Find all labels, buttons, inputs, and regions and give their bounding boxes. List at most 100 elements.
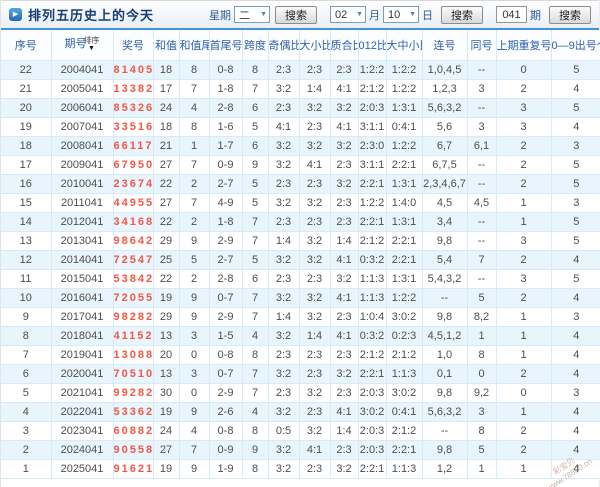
cell: 3:2 <box>329 458 359 479</box>
cell: 4 <box>550 439 600 460</box>
table-row: 22 2004041 81405 18 8 0-8 8 2:3 2:3 2:3 1:2:2 1:2:2… <box>1 59 600 80</box>
cell: -- <box>421 420 468 441</box>
cell: 8 <box>178 116 210 137</box>
cell: 5,6,3,2 <box>421 97 468 118</box>
cell: 8 <box>466 420 497 441</box>
cell: 2:2:1 <box>385 439 423 460</box>
cell: 3 <box>495 97 552 118</box>
cell: 3:1:1 <box>357 116 387 137</box>
week-search-group: 星期 二 ▼ 搜索 <box>206 5 317 24</box>
cell: 16 <box>1 173 52 194</box>
table-header: 序号期号排序▼奖号和值和值尾首尾号跨度奇偶比大小比质合比012比大中小比连号同号… <box>1 30 600 61</box>
cell: 2:3 <box>329 154 359 175</box>
cell: 1:2:2 <box>385 78 423 99</box>
prize-number-cell: 70510 <box>112 363 154 384</box>
cell: 2008041 <box>50 135 114 156</box>
issue-input[interactable] <box>496 6 527 23</box>
cell: 2:0:3 <box>357 97 387 118</box>
table-body: 22 2004041 81405 18 8 0-8 8 2:3 2:3 2:3 1:2:2 1:2:2… <box>1 59 600 479</box>
cell: 1:4:0 <box>385 192 423 213</box>
cell: 2 <box>495 420 552 441</box>
cell: 2005041 <box>50 78 114 99</box>
cell: 27 <box>152 192 180 213</box>
cell: 15 <box>1 192 52 213</box>
sort-toggle[interactable]: 排序 ▼ <box>84 36 100 53</box>
cell: 12 <box>1 249 52 270</box>
cell: 0-7 <box>208 363 243 384</box>
cell: 2 <box>178 268 210 289</box>
cell: 1-8 <box>208 211 243 232</box>
cell: 2:3 <box>329 211 359 232</box>
cell: 2010041 <box>50 173 114 194</box>
month-select[interactable]: 02 ▼ <box>330 6 366 23</box>
week-select[interactable]: 二 ▼ <box>234 6 270 23</box>
column-header-9: 质合比 <box>329 30 359 61</box>
cell: 7 <box>241 382 269 403</box>
cell: 0 <box>178 344 210 365</box>
week-search-button[interactable]: 搜索 <box>275 5 317 24</box>
cell: 2:3 <box>298 211 331 232</box>
cell: 22 <box>152 268 180 289</box>
cell: 3:2 <box>267 192 300 213</box>
cell: 5 <box>550 173 600 194</box>
cell: 4:1 <box>329 401 359 422</box>
prize-number-cell: 98282 <box>112 306 154 327</box>
cell: 1:2:2 <box>385 59 423 80</box>
table-row: 19 2007041 33516 18 8 1-6 5 4:1 2:3 4:1 3:1:1 0:4:1… <box>1 116 600 137</box>
cell: 2015041 <box>50 268 114 289</box>
cell: -- <box>421 287 468 308</box>
cell: 1-9 <box>208 458 243 479</box>
cell: 2:3 <box>298 401 331 422</box>
prize-number-cell: 53842 <box>112 268 154 289</box>
cell: 5 <box>241 192 269 213</box>
cell: -- <box>466 211 497 232</box>
cell: 2024041 <box>50 439 114 460</box>
table-row: 5 2021041 99282 30 0 2-9 7 2:3 3:2 2:3 2:0:3 3:0:2 9… <box>1 382 600 403</box>
issue-search-button[interactable]: 搜索 <box>549 5 591 24</box>
cell: 5 <box>550 154 600 175</box>
cell: 2 <box>495 287 552 308</box>
cell: 2:3 <box>329 306 359 327</box>
cell: 1:3:1 <box>385 173 423 194</box>
issue-label: 期 <box>530 9 541 22</box>
cell: 3:2 <box>298 306 331 327</box>
table-row: 3 2023041 60882 24 4 0-8 8 0:5 3:2 1:4 2:0:3 2:1:2-… <box>1 420 600 441</box>
cell: 3 <box>1 420 52 441</box>
cell: 4:1 <box>329 78 359 99</box>
cell: 5,6,3,2 <box>421 401 468 422</box>
cell: 2:3 <box>267 344 300 365</box>
cell: 2:2:1 <box>357 458 387 479</box>
cell: 5 <box>241 116 269 137</box>
prize-number-cell: 72055 <box>112 287 154 308</box>
day-select[interactable]: 10 ▼ <box>383 6 419 23</box>
cell: 3:2 <box>298 420 331 441</box>
cell: 3:0:2 <box>357 401 387 422</box>
prize-number-cell: 91621 <box>112 458 154 479</box>
cell: 4:1 <box>298 154 331 175</box>
cell: 3:2 <box>267 135 300 156</box>
column-header-5: 首尾号 <box>208 30 243 61</box>
date-search-button[interactable]: 搜索 <box>441 5 483 24</box>
cell: 3:2 <box>298 97 331 118</box>
cell: 0:3:2 <box>357 325 387 346</box>
cell: -- <box>466 268 497 289</box>
prize-number-cell: 60882 <box>112 420 154 441</box>
cell: 8 <box>1 325 52 346</box>
cell: 2:1:2 <box>385 344 423 365</box>
cell: 5 <box>550 59 600 80</box>
prize-number-cell: 90558 <box>112 439 154 460</box>
column-header-7: 奇偶比 <box>267 30 300 61</box>
cell: 25 <box>152 249 180 270</box>
cell: 3 <box>178 325 210 346</box>
cell: 1-5 <box>208 325 243 346</box>
cell: 2-9 <box>208 230 243 251</box>
cell: 1 <box>495 344 552 365</box>
cell: 9 <box>241 439 269 460</box>
cell: 3 <box>550 306 600 327</box>
cell: 2-7 <box>208 173 243 194</box>
column-header-13: 同号 <box>466 30 497 61</box>
table-row: 14 2012041 34168 22 2 1-8 7 2:3 2:3 2:3 2:2:1 1:3:1… <box>1 211 600 232</box>
cell: 3:2 <box>329 173 359 194</box>
cell: 2:2:1 <box>357 211 387 232</box>
cell: 4:1 <box>329 287 359 308</box>
